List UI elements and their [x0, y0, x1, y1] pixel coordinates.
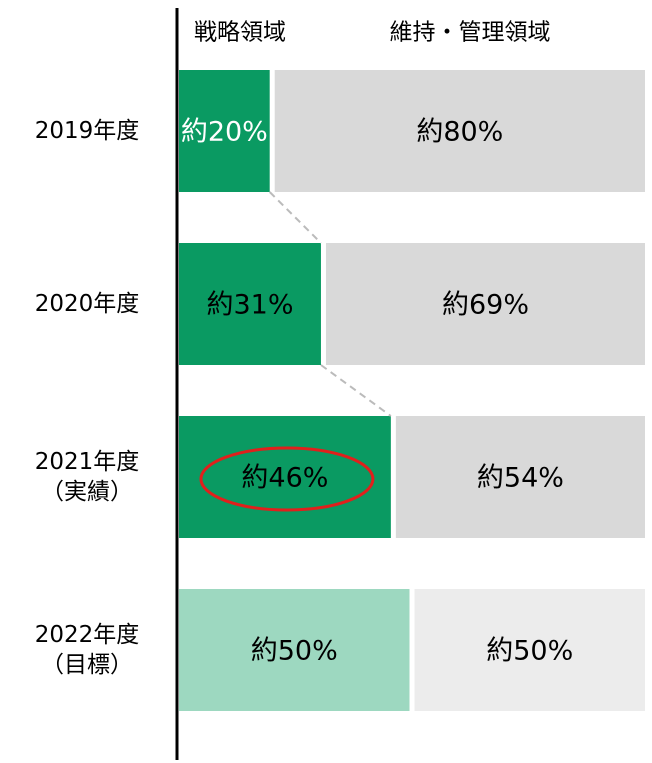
bar [414, 589, 645, 711]
connector [268, 191, 322, 244]
category-label: 2019年度 [34, 118, 140, 144]
bar [179, 70, 270, 192]
value-label: 約46% [241, 463, 328, 494]
value-label: 約69% [442, 290, 529, 321]
legend-label: 維持・管理領域 [390, 20, 551, 46]
bar [179, 416, 391, 538]
highlight-circle [199, 446, 375, 512]
category-label: 2022年度 （目標） [34, 622, 140, 678]
value-label: 約20% [181, 117, 268, 148]
bar [395, 416, 645, 538]
bar [274, 70, 645, 192]
value-label: 約31% [206, 290, 293, 321]
bar [325, 243, 645, 365]
value-label: 約50% [251, 636, 338, 667]
category-label: 2020年度 [34, 291, 140, 317]
value-label: 約80% [416, 117, 503, 148]
bar [179, 589, 410, 711]
category-label: 2021年度 （実績） [34, 449, 140, 505]
legend-label: 戦略領域 [194, 20, 286, 46]
value-label: 約50% [486, 636, 573, 667]
bar [179, 243, 321, 365]
value-label: 約54% [477, 463, 564, 494]
connector [320, 364, 392, 417]
